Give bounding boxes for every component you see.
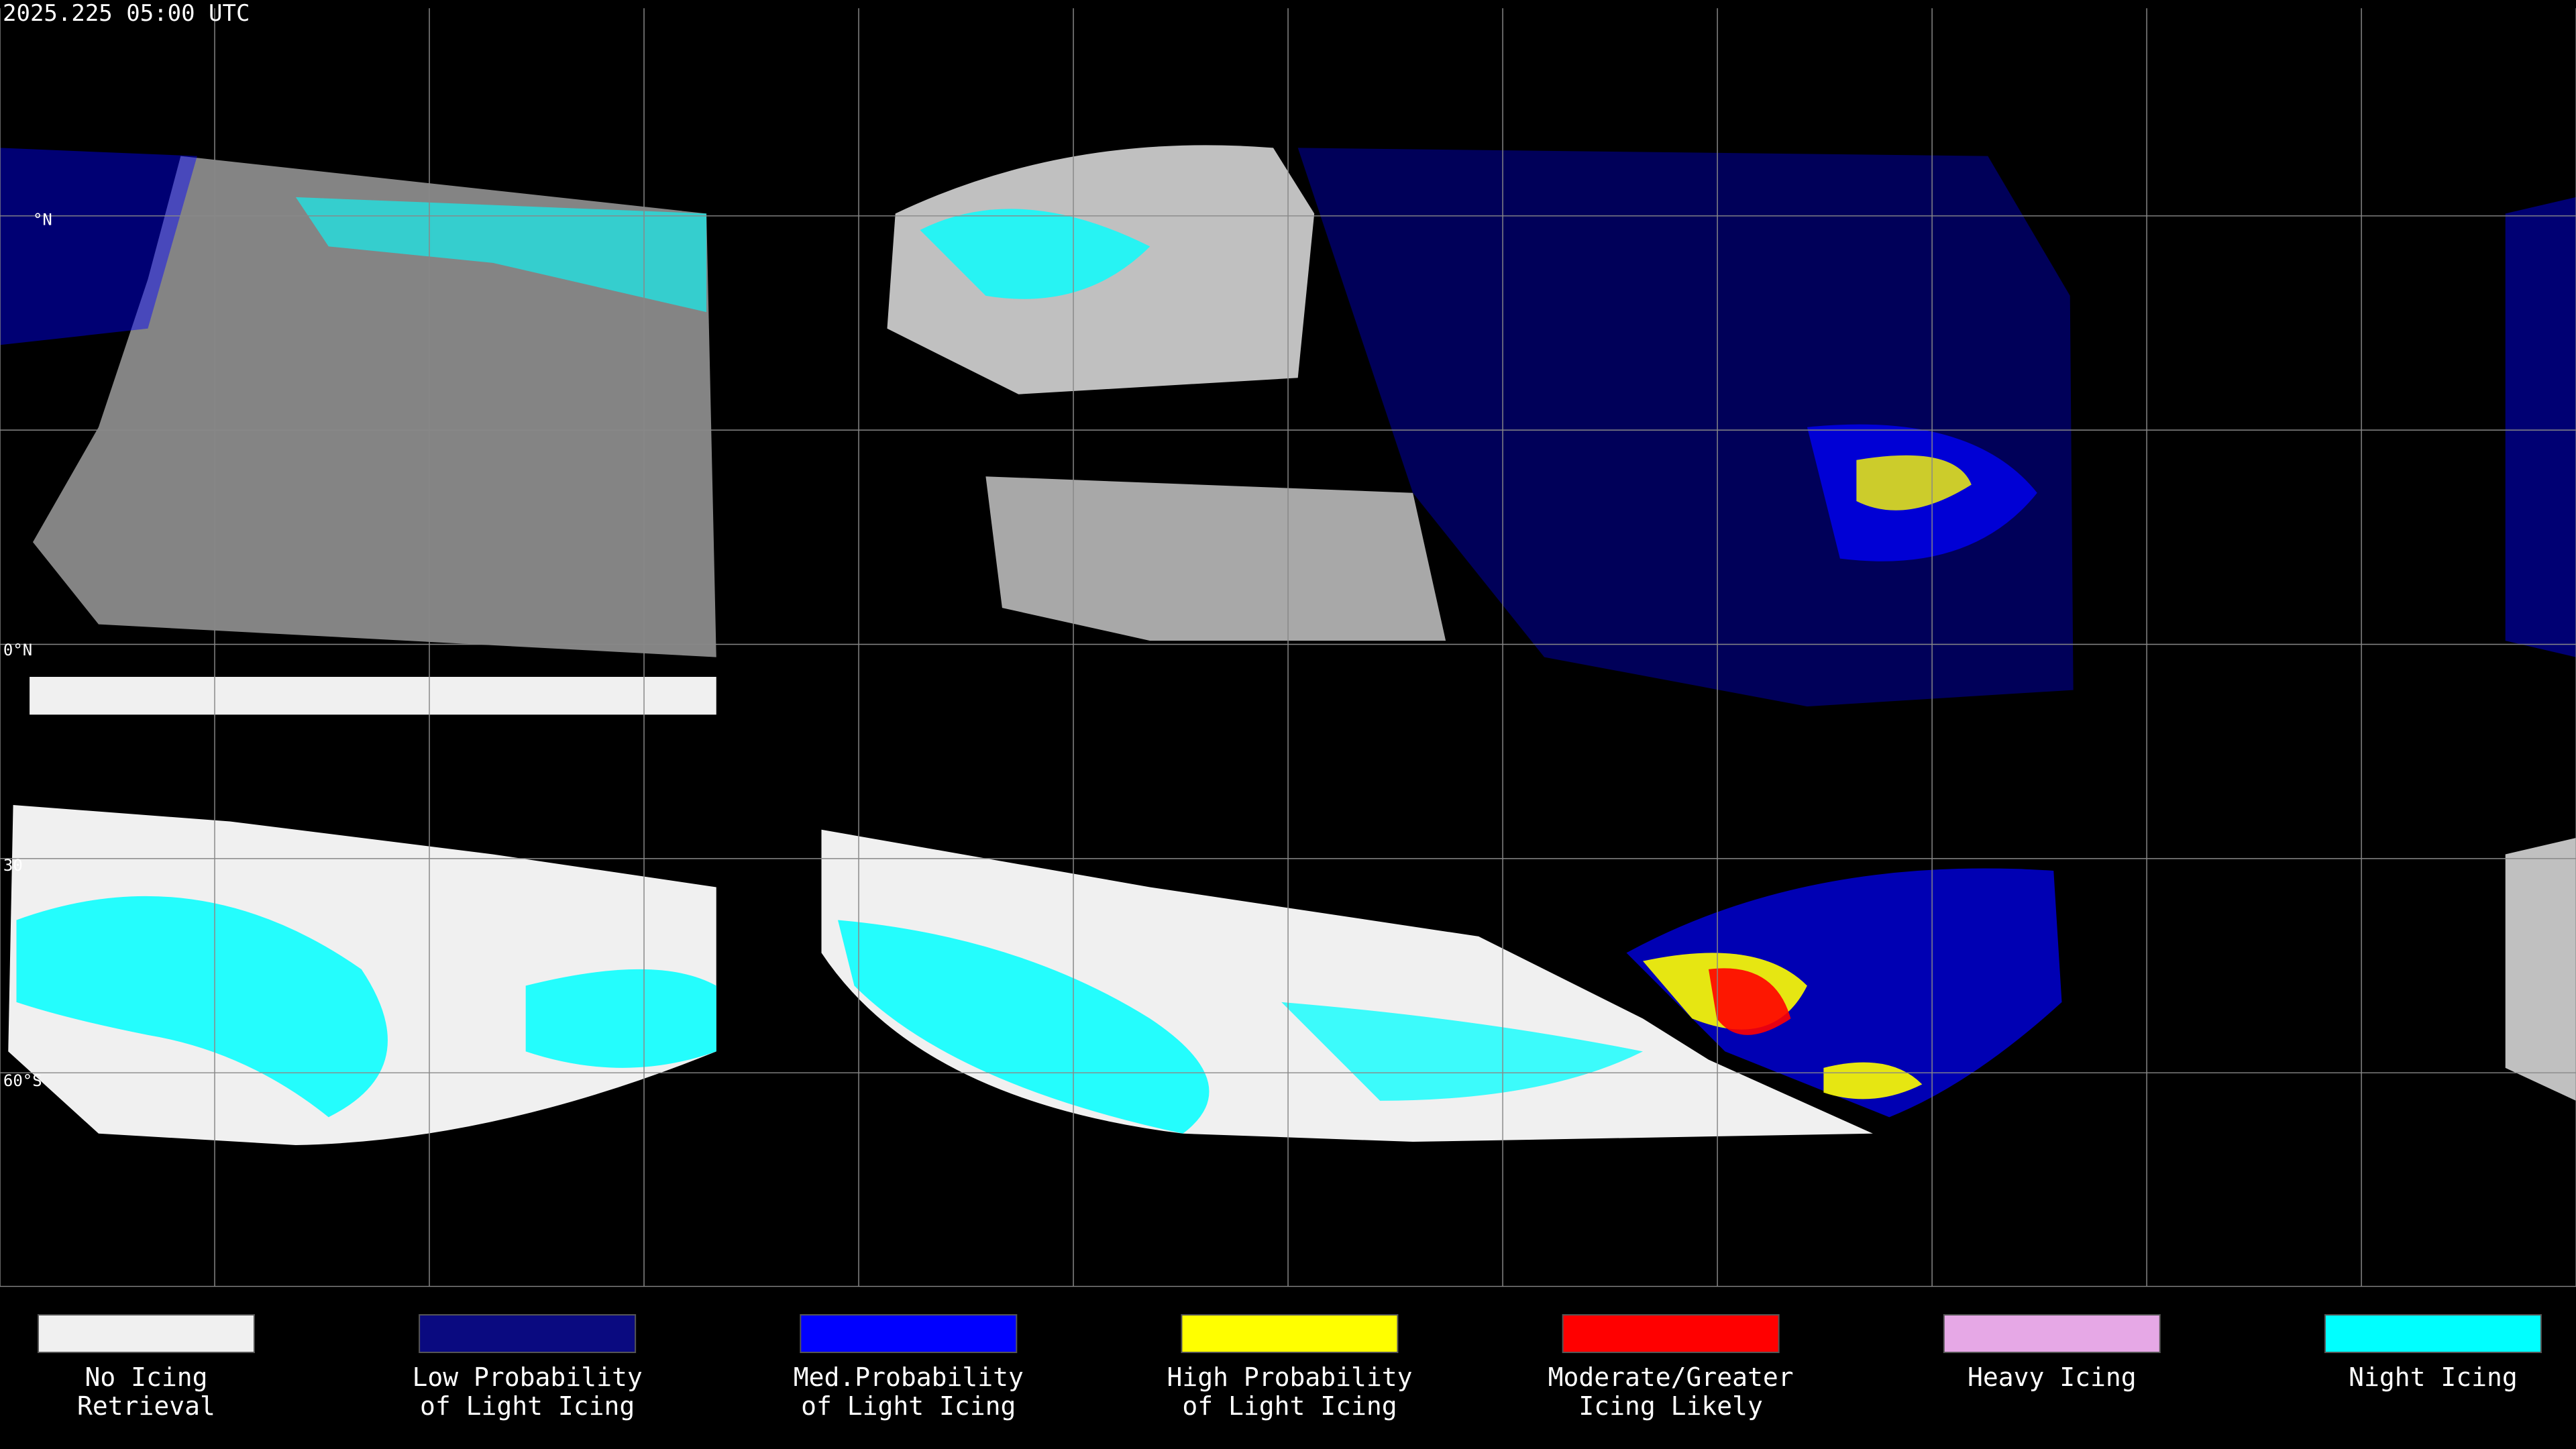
cloud-area bbox=[32, 156, 716, 657]
icing-area bbox=[1708, 968, 1791, 1035]
latitude-label: °N bbox=[33, 211, 52, 229]
legend-swatch bbox=[419, 1314, 637, 1353]
icing-area bbox=[1823, 1062, 1923, 1099]
legend-swatch bbox=[1562, 1314, 1780, 1353]
cloud-area bbox=[985, 476, 1446, 641]
night-area bbox=[16, 896, 388, 1118]
night-area bbox=[295, 197, 707, 313]
night-area bbox=[920, 209, 1150, 299]
timestamp: 2025.225 05:00 UTC bbox=[3, 0, 250, 27]
icing-area bbox=[2505, 197, 2576, 657]
legend-swatch bbox=[37, 1314, 255, 1353]
map bbox=[0, 8, 2576, 1287]
night-area bbox=[1281, 1002, 1643, 1101]
legend-label: of Light Icing bbox=[1182, 1391, 1397, 1421]
latitude-label: 0°N bbox=[3, 641, 32, 659]
legend-swatch bbox=[2324, 1314, 2542, 1353]
night-area bbox=[525, 969, 716, 1068]
legend-label: Low Probability bbox=[413, 1362, 643, 1392]
legend-label: Retrieval bbox=[77, 1391, 215, 1421]
icing-area bbox=[0, 148, 197, 345]
graticule bbox=[0, 8, 2576, 1287]
legend-label: Heavy Icing bbox=[1968, 1362, 2137, 1392]
latitude-labels: °N 0°N 30 60°S bbox=[3, 211, 52, 1090]
legend-label: Icing Likely bbox=[1578, 1391, 1763, 1421]
night-area bbox=[837, 920, 1210, 1134]
legend-label: Night Icing bbox=[2349, 1362, 2518, 1392]
legend-swatch bbox=[1181, 1314, 1399, 1353]
legend-swatch bbox=[800, 1314, 1018, 1353]
icing-area bbox=[1297, 148, 2074, 707]
icing-area bbox=[1626, 868, 2062, 1118]
cloud-area bbox=[2505, 837, 2576, 1101]
latitude-label: 30 bbox=[3, 856, 23, 875]
legend-label: High Probability bbox=[1167, 1362, 1412, 1392]
legend-label: No Icing bbox=[85, 1362, 207, 1392]
icing-area bbox=[1856, 455, 1972, 511]
latitude-label: 60°S bbox=[3, 1071, 42, 1090]
legend-label: of Light Icing bbox=[420, 1391, 635, 1421]
cloud-strip bbox=[30, 676, 716, 715]
legend-label: of Light Icing bbox=[801, 1391, 1016, 1421]
legend-label: Med.Probability bbox=[794, 1362, 1024, 1392]
legend-label: Moderate/Greater bbox=[1548, 1362, 1794, 1392]
legend-swatch bbox=[1943, 1314, 2161, 1353]
